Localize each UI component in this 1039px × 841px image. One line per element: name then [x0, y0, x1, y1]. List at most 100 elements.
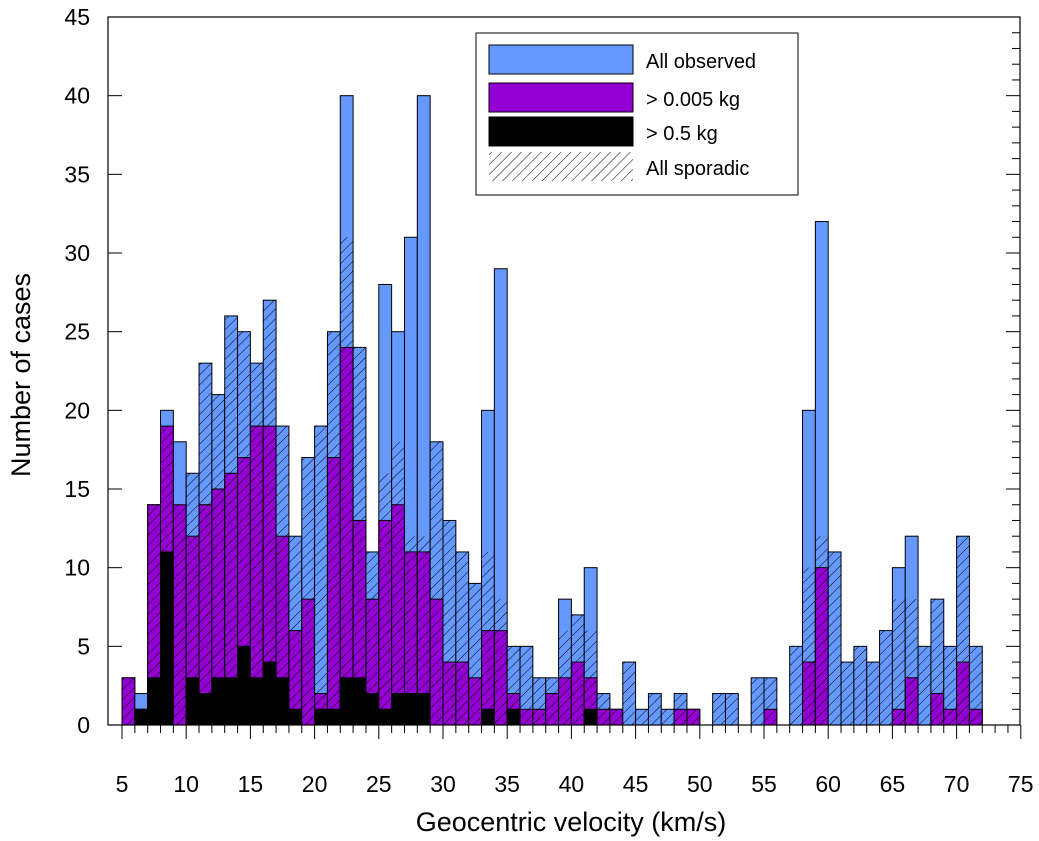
bar-all-sporadic	[545, 677, 559, 725]
y-tick-label: 30	[64, 240, 90, 266]
bar-all-sporadic	[969, 646, 983, 725]
x-tick-label: 50	[687, 771, 713, 797]
bar-all-sporadic	[391, 441, 405, 725]
legend-swatch	[489, 152, 633, 181]
bar-all-sporadic	[943, 646, 957, 725]
x-tick-label: 30	[430, 771, 456, 797]
bar-all-sporadic	[455, 551, 469, 725]
bar-all-sporadic	[378, 473, 392, 725]
y-tick-label: 15	[64, 476, 90, 502]
x-axis-title: Geocentric velocity (km/s)	[416, 807, 727, 837]
bar-all-sporadic	[288, 536, 302, 725]
bar-all-sporadic	[892, 599, 906, 725]
bar-all-sporadic	[134, 709, 148, 725]
bar-all-sporadic	[365, 551, 379, 725]
bars-layer	[121, 95, 983, 726]
bar-all-sporadic	[250, 363, 264, 725]
bar-all-sporadic	[417, 536, 431, 725]
bar-all-sporadic	[224, 315, 238, 725]
bar-all-sporadic	[648, 693, 662, 725]
y-tick-label: 5	[77, 633, 90, 659]
bar-all-sporadic	[802, 567, 816, 725]
x-tick-label: 65	[880, 771, 906, 797]
bar-all-sporadic	[199, 363, 212, 725]
bar-all-sporadic	[494, 599, 508, 725]
bar-all-sporadic	[430, 441, 443, 725]
bar-all-sporadic	[905, 599, 919, 725]
bar-all-sporadic	[828, 551, 842, 725]
x-tick-label: 35	[494, 771, 520, 797]
x-tick-label: 25	[366, 771, 392, 797]
legend-label: > 0.005 kg	[646, 89, 740, 111]
x-tick-label: 10	[173, 771, 199, 797]
bar-all-sporadic	[327, 331, 341, 725]
y-tick-label: 20	[64, 397, 90, 423]
bar-all-sporadic	[468, 583, 482, 725]
bar-all-sporadic	[507, 646, 521, 725]
bar-all-sporadic	[853, 646, 867, 725]
bar-all-sporadic	[263, 300, 277, 725]
bar-all-sporadic	[404, 536, 418, 725]
x-tick-label: 15	[238, 771, 264, 797]
bar-all-sporadic	[635, 709, 649, 725]
legend-swatch	[488, 82, 634, 113]
bar-all-sporadic	[353, 347, 366, 725]
bar-all-sporadic	[481, 551, 495, 725]
legend-label: All observed	[646, 51, 756, 73]
x-tick-label: 5	[116, 771, 129, 797]
bar-all-sporadic	[314, 426, 328, 725]
bar-all-sporadic	[879, 630, 893, 725]
legend: All observed > 0.005 kg > 0.5 kg All sporad…	[475, 32, 799, 196]
bar-all-sporadic	[571, 614, 585, 725]
y-tick-label: 25	[64, 319, 90, 345]
bar-all-sporadic	[712, 693, 726, 725]
bar-all-sporadic	[841, 662, 854, 725]
bar-all-sporadic	[301, 457, 315, 725]
bar-all-sporadic	[815, 536, 829, 725]
x-tick-label: 40	[559, 771, 585, 797]
bar-all-sporadic	[160, 426, 174, 725]
bar-all-sporadic	[609, 709, 623, 725]
x-tick-label: 75	[1008, 771, 1034, 797]
bar-all-sporadic	[443, 520, 456, 725]
y-tick-label: 45	[64, 4, 90, 30]
bar-all-sporadic	[789, 646, 803, 725]
bar-all-sporadic	[147, 504, 161, 725]
legend-label: All sporadic	[646, 158, 749, 180]
bar-all-sporadic	[532, 677, 546, 725]
bar-all-sporadic	[276, 426, 289, 725]
bar-all-sporadic	[584, 630, 598, 725]
bar-all-sporadic	[866, 662, 880, 725]
legend-label: > 0.5 kg	[646, 123, 718, 145]
bar-all-sporadic	[173, 504, 187, 725]
bar-all-sporadic	[930, 599, 944, 725]
bar-all-sporadic	[520, 646, 533, 725]
y-axis-title: Number of cases	[6, 273, 36, 477]
x-tick-label: 45	[623, 771, 649, 797]
bar-all-sporadic	[340, 237, 354, 725]
x-tick-label: 20	[302, 771, 328, 797]
axes-layer: 5 10 15 20 25 30 35 40 45 50 55 60 65 70 75 0 5 10 15 20 25 3…	[64, 4, 1033, 797]
y-tick-label: 0	[77, 712, 90, 738]
bar-all-sporadic	[622, 662, 636, 725]
x-tick-label: 60	[815, 771, 841, 797]
bar-all-sporadic	[751, 677, 764, 725]
bar-all-sporadic	[661, 709, 675, 725]
bar-all-sporadic	[237, 331, 251, 725]
y-tick-label: 40	[64, 83, 90, 109]
bar-all-sporadic	[956, 536, 970, 725]
bar-all-sporadic	[186, 473, 200, 725]
x-tick-label: 55	[751, 771, 777, 797]
bar-all-sporadic	[918, 646, 931, 725]
bar-all-sporadic	[725, 693, 739, 725]
y-tick-label: 10	[64, 555, 90, 581]
bar-all-sporadic	[674, 693, 687, 725]
bar-all-sporadic	[122, 677, 135, 725]
plot-frame	[107, 16, 1021, 726]
bar-all-sporadic	[558, 630, 572, 725]
legend-swatch	[488, 116, 634, 147]
bar-all-sporadic	[597, 693, 610, 725]
y-tick-label: 35	[64, 161, 90, 187]
bar-all-sporadic	[764, 677, 777, 725]
